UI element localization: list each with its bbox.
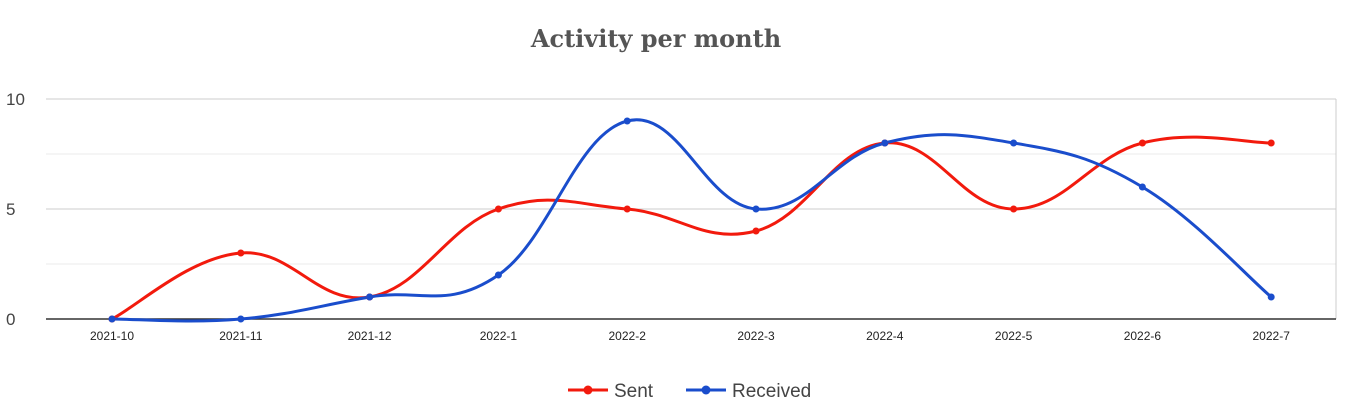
data-point-sent bbox=[1138, 139, 1146, 147]
data-point-received bbox=[1267, 293, 1275, 301]
x-tick-label: 2022-4 bbox=[866, 329, 904, 343]
y-tick-label: 10 bbox=[6, 90, 25, 109]
x-tick-label: 2022-3 bbox=[737, 329, 775, 343]
legend-swatch-dot bbox=[701, 385, 711, 395]
data-point-sent bbox=[1010, 205, 1018, 213]
y-axis-ticks: 0 5 10 bbox=[6, 90, 25, 329]
grid-lines bbox=[46, 98, 1337, 320]
chart-title: Activity per month bbox=[530, 24, 782, 53]
x-tick-label: 2022-6 bbox=[1124, 329, 1162, 343]
x-axis-ticks: 2021-10 2021-11 2021-12 2022-1 2022-2 2022-3 2… bbox=[90, 329, 1290, 343]
data-point-received bbox=[108, 315, 116, 323]
legend-label: Sent bbox=[614, 381, 654, 402]
data-point-sent bbox=[494, 205, 502, 213]
x-tick-label: 2022-1 bbox=[480, 329, 518, 343]
x-tick-label: 2021-10 bbox=[90, 329, 134, 343]
data-point-sent bbox=[623, 205, 631, 213]
legend-item-received: Received bbox=[686, 381, 811, 402]
x-tick-label: 2022-7 bbox=[1253, 329, 1291, 343]
data-point-received bbox=[1138, 183, 1146, 191]
x-tick-label: 2022-5 bbox=[995, 329, 1033, 343]
data-point-received bbox=[494, 271, 502, 279]
data-point-received bbox=[881, 139, 889, 147]
legend: Sent Received bbox=[568, 381, 811, 402]
series-lines bbox=[111, 118, 1273, 323]
data-point-received bbox=[366, 293, 374, 301]
data-point-received bbox=[1010, 139, 1018, 147]
legend-label: Received bbox=[732, 381, 811, 402]
y-tick-label: 0 bbox=[6, 310, 15, 329]
y-tick-label: 5 bbox=[6, 200, 15, 219]
series-line-sent bbox=[111, 135, 1272, 321]
data-point-sent bbox=[237, 249, 245, 257]
x-tick-label: 2022-2 bbox=[609, 329, 647, 343]
data-point-received bbox=[237, 315, 245, 323]
legend-item-sent: Sent bbox=[568, 381, 654, 402]
legend-swatch-dot bbox=[583, 385, 593, 395]
data-point-received bbox=[752, 205, 760, 213]
data-point-received bbox=[623, 117, 631, 125]
series-line-received bbox=[111, 118, 1273, 323]
data-point-sent bbox=[1267, 139, 1275, 147]
series-points bbox=[108, 117, 1275, 323]
x-tick-label: 2021-12 bbox=[348, 329, 392, 343]
data-point-sent bbox=[752, 227, 760, 235]
x-tick-label: 2021-11 bbox=[219, 329, 262, 343]
